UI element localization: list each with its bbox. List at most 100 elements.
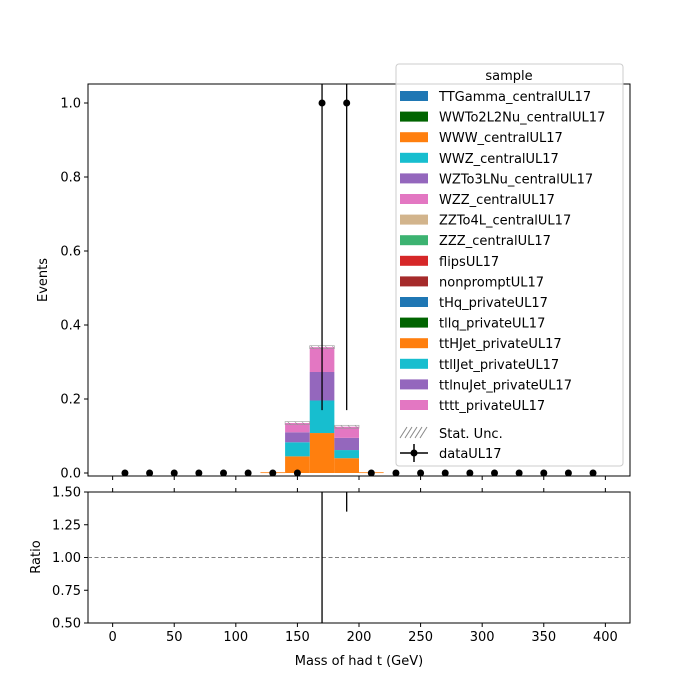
hatch-swatch-icon (399, 426, 428, 439)
legend: sample TTGamma_centralUL17 WWTo2L2Nu_cent… (395, 63, 624, 467)
data-point-8 (318, 99, 326, 107)
x-tick-label-0: 0 (108, 630, 116, 645)
data-point-6 (269, 469, 277, 476)
main-y-tick-label-0: 0.0 (60, 467, 81, 482)
data-point-3 (195, 469, 203, 476)
legend-item-10: tHq_privateUL17 (400, 296, 548, 311)
x-tick-label-1: 50 (166, 630, 183, 645)
data-point-13 (441, 469, 449, 476)
data-point-7 (293, 469, 301, 476)
legend-item-15: tttt_privateUL17 (400, 399, 545, 414)
data-point-2 (170, 469, 178, 476)
legend-item-9: nonpromptUL17 (400, 275, 544, 290)
legend-swatch-3 (400, 152, 428, 163)
legend-label-1: WWTo2L2Nu_centralUL17 (439, 111, 605, 126)
main-x-ticks (112, 476, 606, 480)
marker-icon (410, 449, 418, 457)
legend-swatch-7 (400, 235, 428, 246)
legend-swatch-8 (400, 255, 428, 266)
legend-swatch-14 (400, 379, 428, 390)
ratio-y-tick-label-4: 1.50 (52, 486, 81, 501)
stack-bar-15-3 (334, 426, 359, 438)
legend-swatch-12 (400, 338, 428, 349)
legend-item-13: ttllJet_privateUL17 (400, 358, 559, 373)
legend-item-3: WWZ_centralUL17 (400, 152, 559, 167)
legend-swatch-6 (400, 214, 428, 225)
ratio-y-ticks: 0.50 0.75 1.00 1.25 1.50 (52, 486, 88, 632)
legend-items: TTGamma_centralUL17 WWTo2L2Nu_centralUL17… (400, 90, 605, 414)
legend-label-12: ttHJet_privateUL17 (439, 337, 562, 352)
data-point-5 (244, 469, 252, 476)
ratio-x-ticks: 0 50 100 150 200 250 300 350 400 (108, 488, 618, 645)
ratio-y-tick-label-0: 0.50 (52, 617, 81, 632)
stack-bar-12-1 (285, 456, 310, 473)
stack-bar-13-1 (285, 442, 310, 457)
legend-swatch-10 (400, 297, 428, 307)
legend-swatch-4 (400, 173, 428, 184)
ratio-y-tick-label-3: 1.25 (52, 518, 81, 533)
legend-swatch-1 (400, 111, 428, 122)
data-point-9 (343, 99, 351, 107)
data-point-17 (540, 469, 548, 476)
data-point-15 (491, 469, 498, 476)
legend-item-14: ttlnuJet_privateUL17 (400, 378, 572, 393)
x-tick-label-5: 250 (408, 630, 433, 645)
main-plot: 0.0 0.2 0.4 0.6 0.8 1.0 Events (36, 83, 631, 482)
legend-label-3: WWZ_centralUL17 (439, 152, 559, 167)
ratio-y-tick-label-1: 0.75 (52, 584, 81, 599)
legend-swatch-13 (400, 358, 428, 369)
legend-swatch-11 (400, 317, 428, 328)
legend-item-0: TTGamma_centralUL17 (400, 90, 591, 105)
main-y-tick-label-1: 0.2 (60, 393, 81, 408)
stack-bar-14-3 (334, 437, 359, 451)
x-tick-label-4: 200 (347, 630, 372, 645)
main-y-tick-label-4: 0.8 (60, 171, 81, 186)
x-tick-label-7: 350 (531, 630, 556, 645)
legend-swatch-9 (400, 276, 428, 287)
ratio-y-tick-label-2: 1.00 (52, 551, 81, 566)
legend-label-8: flipsUL17 (439, 255, 499, 270)
main-y-tick-label-5: 1.0 (60, 97, 81, 112)
legend-item-5: WZZ_centralUL17 (400, 193, 555, 208)
legend-label-7: ZZZ_centralUL17 (439, 234, 551, 249)
legend-swatch-2 (400, 132, 428, 143)
stack-bar-13-3 (334, 450, 359, 459)
legend-label-13: ttllJet_privateUL17 (439, 358, 559, 373)
stat-unc-band-1 (284, 421, 311, 425)
legend-label-14: ttlnuJet_privateUL17 (439, 378, 572, 393)
stack-bar-15-1 (285, 423, 310, 433)
data-point-16 (515, 469, 523, 476)
y-axis-label: Events (36, 258, 51, 302)
data-point-12 (417, 469, 425, 476)
legend-label-15: tttt_privateUL17 (439, 399, 545, 414)
legend-item-11: tllq_privateUL17 (400, 317, 545, 332)
x-tick-label-3: 150 (285, 630, 310, 645)
x-tick-label-8: 400 (593, 630, 618, 645)
legend-item-8: flipsUL17 (400, 255, 499, 270)
legend-swatch-0 (400, 91, 428, 101)
main-y-tick-label-3: 0.6 (60, 245, 81, 260)
ratio-plot: 0 50 100 150 200 250 300 350 400 0.50 0.75 1.00 1.2… (29, 486, 631, 669)
legend-label-11: tllq_privateUL17 (439, 317, 545, 332)
stack-bar-12-2 (309, 433, 335, 473)
legend-frame (395, 63, 624, 467)
legend-label-9: nonpromptUL17 (439, 275, 544, 290)
legend-label-data: dataUL17 (439, 447, 502, 462)
stack-bar-12-3 (334, 458, 359, 473)
stack-bar-14-1 (285, 432, 310, 443)
legend-label-6: ZZTo4L_centralUL17 (439, 214, 571, 229)
data-point-1 (146, 469, 154, 476)
legend-label-stat-unc: Stat. Unc. (439, 427, 503, 442)
x-tick-label-2: 100 (223, 630, 248, 645)
legend-label-0: TTGamma_centralUL17 (438, 90, 591, 105)
data-point-4 (220, 469, 227, 476)
legend-item-12: ttHJet_privateUL17 (400, 337, 562, 352)
legend-item-6: ZZTo4L_centralUL17 (400, 214, 571, 229)
legend-label-4: WZTo3LNu_centralUL17 (439, 172, 593, 187)
legend-label-10: tHq_privateUL17 (439, 296, 548, 311)
legend-item-stat-unc: Stat. Unc. (399, 426, 503, 442)
ratio-points (321, 492, 348, 623)
legend-item-data: dataUL17 (400, 444, 502, 462)
legend-item-4: WZTo3LNu_centralUL17 (400, 172, 593, 187)
